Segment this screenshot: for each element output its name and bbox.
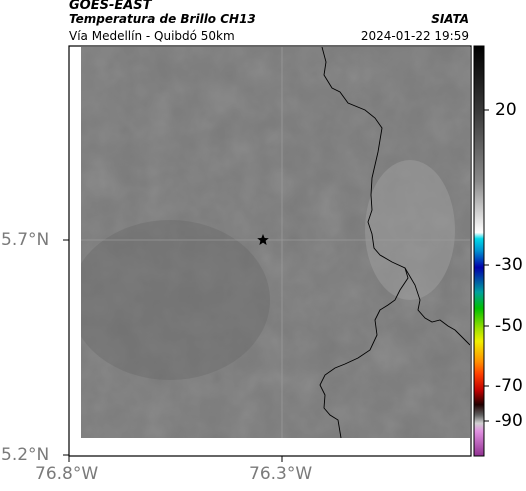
map-frame [68, 45, 472, 457]
lon-tick-label: 76.8°W [35, 464, 99, 484]
organization-label: SIATA [431, 12, 469, 26]
lon-tick-label: 76.3°W [249, 464, 313, 484]
map-light-region [365, 160, 455, 300]
star-icon [257, 234, 269, 245]
department-border [319, 47, 409, 438]
department-border-east [404, 267, 470, 346]
colorbar-label: -90 [495, 411, 523, 431]
colorbar-gradient [473, 45, 485, 457]
colorbar-label: 20 [495, 100, 517, 120]
lat-tick-label: 5.7°N [1, 230, 50, 250]
map-dark-region [81, 220, 270, 380]
product-title: Temperatura de Brillo CH13 [69, 12, 256, 26]
region-subtitle: Vía Medellín - Quibdó 50km [69, 29, 235, 43]
colorbar-label: -30 [495, 255, 523, 275]
colorbar-label: -50 [495, 316, 523, 336]
lat-tick-label: 5.2°N [1, 445, 50, 465]
colorbar-label: -70 [495, 376, 523, 396]
timestamp-label: 2024-01-22 19:59 [360, 29, 469, 43]
satellite-title: GOES-EAST [69, 0, 152, 13]
